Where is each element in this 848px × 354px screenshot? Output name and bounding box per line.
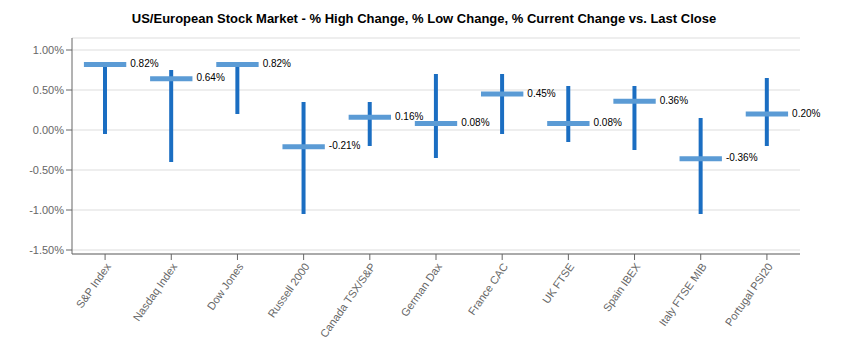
svg-text:0.36%: 0.36% bbox=[660, 95, 688, 106]
svg-text:Russell 2000: Russell 2000 bbox=[265, 261, 311, 320]
svg-text:1.00%: 1.00% bbox=[33, 44, 64, 56]
svg-text:0.00%: 0.00% bbox=[33, 124, 64, 136]
svg-text:UK FTSE: UK FTSE bbox=[540, 261, 576, 306]
svg-text:0.45%: 0.45% bbox=[527, 88, 555, 99]
svg-text:Dow Jones: Dow Jones bbox=[204, 260, 245, 312]
svg-text:0.64%: 0.64% bbox=[196, 72, 224, 83]
svg-text:0.20%: 0.20% bbox=[792, 108, 820, 119]
svg-text:-1.50%: -1.50% bbox=[29, 244, 64, 256]
svg-text:Italy FTSE MIB: Italy FTSE MIB bbox=[657, 261, 709, 328]
svg-text:Spain IBEX: Spain IBEX bbox=[600, 260, 642, 314]
svg-text:Portugal PSI20: Portugal PSI20 bbox=[723, 261, 775, 329]
svg-text:Nasdaq Index: Nasdaq Index bbox=[131, 260, 180, 323]
html-text:US/European Stock Market - % H: US/European Stock Market - % High Change… bbox=[131, 11, 717, 26]
svg-text:-1.00%: -1.00% bbox=[29, 204, 64, 216]
svg-text:0.08%: 0.08% bbox=[594, 117, 622, 128]
svg-text:S&P Index: S&P Index bbox=[74, 260, 114, 310]
svg-text:France CAC: France CAC bbox=[466, 261, 511, 318]
svg-text:0.08%: 0.08% bbox=[461, 117, 489, 128]
svg-text:-0.50%: -0.50% bbox=[29, 164, 64, 176]
svg-text:0.82%: 0.82% bbox=[263, 58, 291, 69]
svg-text:0.16%: 0.16% bbox=[395, 111, 423, 122]
svg-text:0.50%: 0.50% bbox=[33, 84, 64, 96]
svg-text:-0.36%: -0.36% bbox=[726, 152, 758, 163]
svg-text:Canada TSX/S&P: Canada TSX/S&P bbox=[318, 261, 378, 340]
svg-text:0.82%: 0.82% bbox=[130, 58, 158, 69]
svg-text:-0.21%: -0.21% bbox=[329, 140, 361, 151]
svg-text:German Dax: German Dax bbox=[398, 260, 444, 318]
